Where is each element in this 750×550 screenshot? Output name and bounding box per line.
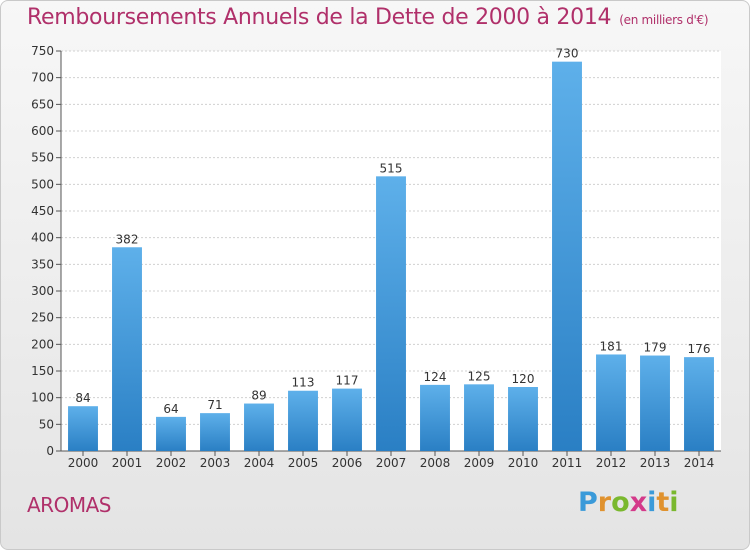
data-label-2007: 515 [380,161,403,175]
bars-layer [68,61,714,452]
data-label-2010: 120 [512,372,535,386]
bar-2005 [288,390,318,451]
x-tick-label: 2011 [552,456,583,470]
data-label-2005: 113 [292,376,315,390]
x-tick-label: 2009 [464,456,495,470]
data-label-2014: 176 [688,342,711,356]
y-tick-label: 50 [39,417,54,431]
logo-letter: i [647,487,657,518]
data-label-2009: 125 [468,369,491,383]
x-tick-label: 2012 [596,456,627,470]
x-tick-label: 2004 [244,456,275,470]
y-tick-label: 350 [31,257,54,271]
logo-letter: r [597,487,612,518]
data-label-2000: 84 [75,391,90,405]
data-label-2013: 179 [644,341,667,355]
x-tick-label: 2003 [200,456,231,470]
bar-2014 [684,357,714,451]
labels-layer: 0 50 100 150 200 250 300 350 400 450 500 550 600 650 7… [31,44,714,470]
x-tick-label: 2013 [640,456,671,470]
x-tick-label: 2006 [332,456,363,470]
x-tick-label: 2001 [112,456,143,470]
data-label-2006: 117 [336,374,359,388]
data-label-2002: 64 [163,402,178,416]
bar-2009 [464,384,494,451]
logo-letter: o [611,487,630,518]
y-tick-label: 550 [31,151,54,165]
logo-letter: x [629,487,648,518]
bar-2011 [552,61,582,452]
data-label-2003: 71 [207,398,222,412]
y-tick-label: 500 [31,177,54,191]
y-tick-label: 300 [31,284,54,298]
proxiti-logo: Proxiti [578,487,679,518]
commune-name: AROMAS [27,493,111,517]
bar-2002 [156,416,186,451]
data-label-2004: 89 [251,389,266,403]
y-tick-label: 0 [46,444,54,458]
y-tick-label: 650 [31,97,54,111]
bar-2003 [200,413,230,451]
y-tick-label: 400 [31,231,54,245]
y-tick-label: 150 [31,364,54,378]
bar-2004 [244,403,274,451]
y-tick-label: 250 [31,311,54,325]
bar-2001 [112,247,142,451]
x-tick-label: 2010 [508,456,539,470]
logo-letter: P [578,487,598,518]
data-label-2008: 124 [424,370,447,384]
x-tick-label: 2005 [288,456,319,470]
bar-2013 [640,355,670,451]
y-tick-label: 700 [31,71,54,85]
logo-letter: i [669,487,679,518]
y-tick-label: 200 [31,337,54,351]
bar-2008 [420,384,450,451]
x-tick-label: 2008 [420,456,451,470]
y-tick-label: 600 [31,124,54,138]
x-tick-label: 2002 [156,456,187,470]
data-label-2011: 730 [556,47,579,61]
chart-title-text: Remboursements Annuels de la Dette de 20… [27,5,612,30]
y-tick-label: 750 [31,44,54,58]
bar-2006 [332,388,362,451]
x-tick-label: 2007 [376,456,407,470]
data-label-2001: 382 [116,232,139,246]
bar-2012 [596,354,626,451]
chart-title: Remboursements Annuels de la Dette de 20… [27,5,709,30]
logo-letter: t [656,487,670,518]
x-tick-label: 2000 [68,456,99,470]
y-tick-label: 450 [31,204,54,218]
bar-2010 [508,387,538,451]
bar-2000 [68,406,98,451]
chart-unit: (en milliers d'€) [619,13,709,27]
bar-2007 [376,176,406,452]
y-tick-label: 100 [31,391,54,405]
x-tick-label: 2014 [684,456,715,470]
data-label-2012: 181 [600,339,623,353]
